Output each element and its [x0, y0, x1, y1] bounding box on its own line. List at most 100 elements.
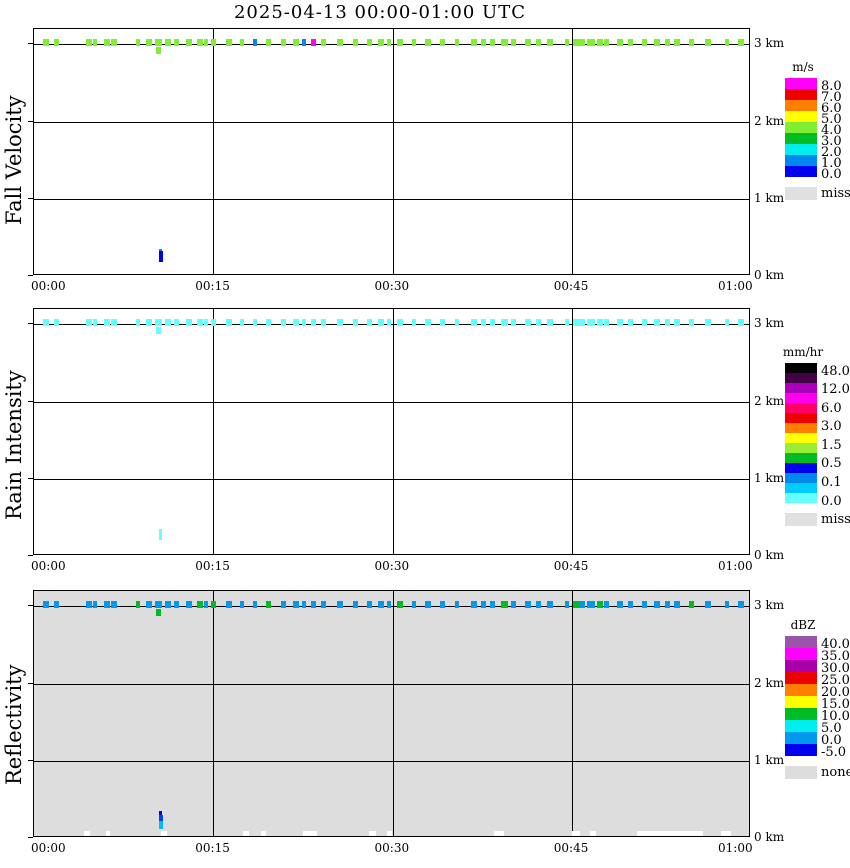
data-mark	[203, 319, 209, 327]
data-mark	[653, 601, 660, 609]
data-mark	[604, 601, 609, 609]
data-mark	[92, 601, 98, 609]
colorbar-swatch	[785, 413, 817, 423]
colorbar-swatch	[785, 383, 817, 393]
colorbar-tick-label: 5.0	[821, 111, 842, 127]
colorbar-tick-label: 0.0	[821, 493, 842, 509]
y-tick-mark	[28, 759, 33, 761]
x-tick-label: 00:00	[31, 559, 66, 573]
data-mark	[688, 601, 694, 609]
data-mark	[470, 319, 477, 327]
colorbar-swatch	[785, 393, 817, 403]
data-mark	[92, 39, 98, 47]
data-mark	[145, 319, 152, 327]
x-tick-label: 01:00	[718, 841, 753, 855]
data-mark	[490, 601, 496, 609]
data-mark	[377, 601, 384, 609]
colorbar-swatch	[785, 111, 817, 122]
data-mark	[535, 319, 541, 327]
y-tick-label: 0 km	[754, 548, 785, 562]
low-altitude-mark	[158, 821, 163, 830]
data-mark	[738, 319, 745, 327]
data-mark	[281, 319, 287, 327]
x-tick-label: 00:30	[374, 279, 410, 293]
data-mark	[547, 39, 554, 47]
panel-rain-intensity	[33, 308, 750, 555]
y-tick-mark	[28, 120, 33, 122]
data-mark	[673, 319, 680, 327]
colorbar-tick-label: 0.0	[821, 166, 842, 182]
data-mark	[440, 601, 446, 609]
data-mark	[642, 39, 648, 47]
colorbar-tick-label: 8.0	[821, 78, 842, 94]
colorbar-tick-label: 25.0	[821, 672, 850, 688]
x-tick-label: 00:30	[374, 841, 410, 855]
data-mark	[111, 39, 118, 47]
data-mark	[85, 601, 92, 609]
panel-3-ylabel: Reflectivity	[2, 664, 26, 786]
data-mark	[252, 39, 258, 47]
panel-2-ylabel: Rain Intensity	[2, 370, 26, 520]
colorbar-swatch	[785, 100, 817, 111]
colorbar-missing-swatch	[785, 187, 817, 200]
data-mark	[367, 39, 373, 47]
gridline-horizontal	[34, 606, 749, 608]
colorbar-missing-label: miss	[821, 186, 850, 201]
colorbar-swatch	[785, 660, 817, 672]
data-mark	[265, 39, 271, 47]
data-mark	[510, 601, 516, 609]
data-mark	[154, 39, 162, 47]
y-tick-label: 2 km	[754, 393, 785, 408]
colorbar-tick-label: 6.0	[821, 100, 842, 116]
ground-clutter-mark	[571, 831, 581, 836]
data-mark	[164, 39, 171, 47]
data-mark	[173, 601, 179, 609]
panel-1-plot-area	[34, 29, 749, 274]
colorbar-swatch	[785, 166, 817, 177]
y-tick-label: 0 km	[754, 830, 785, 844]
y-tick-mark	[28, 400, 33, 402]
data-mark	[301, 39, 307, 47]
data-mark	[597, 319, 604, 327]
gridline-horizontal	[34, 760, 749, 762]
data-mark	[572, 39, 581, 47]
colorbar-swatch	[785, 720, 817, 732]
data-mark	[367, 319, 373, 327]
colorbar-unit-label: dBZ	[790, 618, 816, 632]
data-mark	[616, 601, 623, 609]
y-tick-label: 1 km	[754, 190, 785, 205]
data-mark	[281, 601, 287, 609]
data-mark	[265, 319, 271, 327]
data-mark	[155, 47, 161, 55]
colorbar-swatch	[785, 708, 817, 720]
data-mark	[225, 601, 232, 609]
gridline-horizontal	[34, 478, 749, 480]
panel-1-ylabel: Fall Velocity	[2, 95, 26, 225]
panel-reflectivity	[33, 590, 750, 837]
data-mark	[54, 601, 60, 609]
data-mark	[154, 601, 162, 609]
colorbar-tick-label: 0.1	[821, 474, 842, 490]
data-mark	[704, 319, 711, 327]
data-mark	[252, 319, 258, 327]
data-mark	[135, 39, 141, 47]
data-mark	[336, 39, 343, 47]
data-mark	[311, 319, 316, 327]
data-mark	[704, 601, 711, 609]
ground-clutter-mark	[261, 831, 266, 836]
x-tick-label: 00:00	[31, 841, 66, 855]
y-tick-label: 2 km	[754, 113, 785, 128]
data-mark	[480, 39, 486, 47]
data-mark	[353, 39, 358, 47]
data-mark	[111, 601, 118, 609]
data-mark	[85, 39, 92, 47]
data-mark	[580, 39, 585, 47]
data-mark	[225, 319, 232, 327]
data-mark	[42, 39, 49, 47]
data-mark	[440, 39, 446, 47]
data-mark	[240, 39, 244, 47]
colorbar-tick-label: 6.0	[821, 400, 842, 416]
colorbar-missing-label: none	[821, 765, 850, 780]
data-mark	[54, 39, 60, 47]
